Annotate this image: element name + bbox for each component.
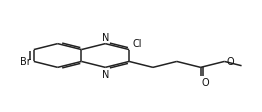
Text: Cl: Cl [132, 39, 142, 49]
Text: O: O [201, 78, 209, 87]
Text: N: N [102, 69, 109, 79]
Text: O: O [227, 57, 234, 67]
Text: N: N [102, 33, 109, 43]
Text: Br: Br [20, 57, 31, 67]
